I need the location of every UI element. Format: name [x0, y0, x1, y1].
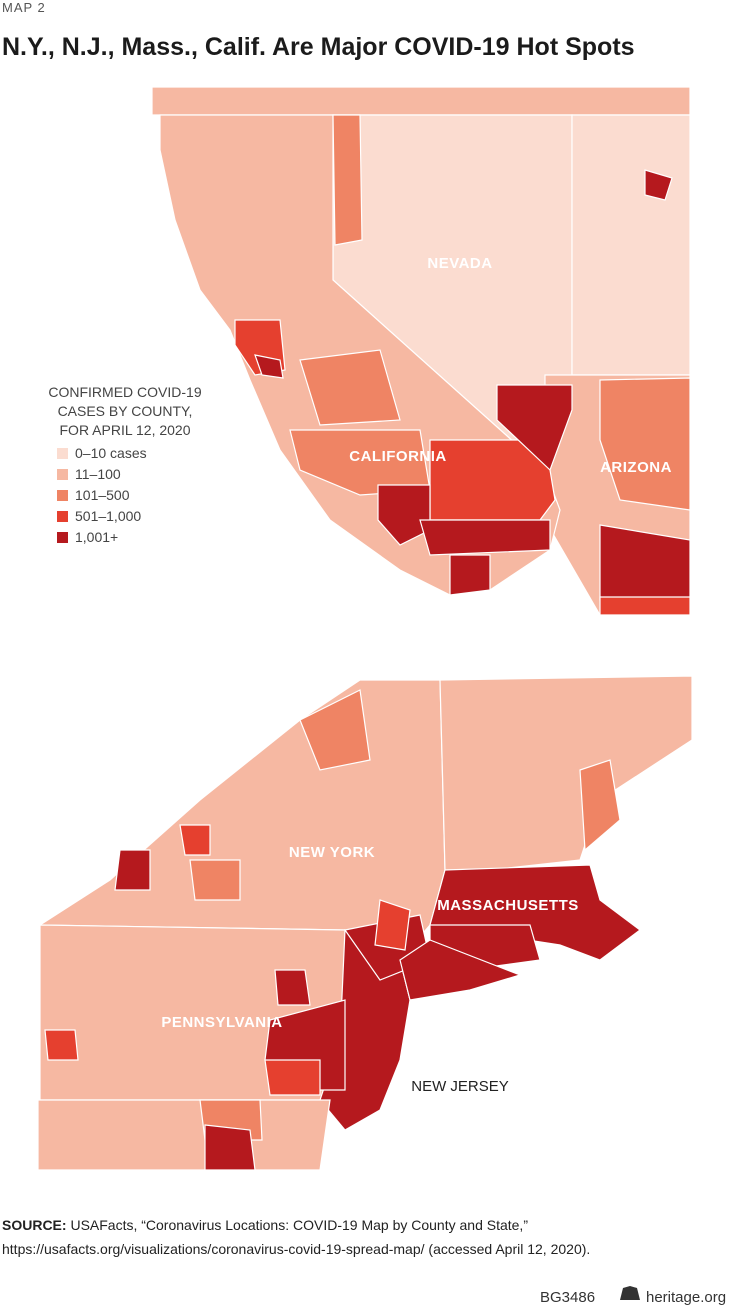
state-label: PENNSYLVANIA	[161, 1014, 282, 1031]
state-label: ARIZONA	[600, 459, 672, 476]
state-label: NEW YORK	[289, 844, 375, 861]
county-region	[274, 969, 311, 1006]
legend-label: 101–500	[75, 487, 130, 503]
county-region	[299, 349, 401, 426]
county-region	[599, 377, 691, 511]
county-region	[37, 1099, 331, 1171]
east-labels: NEW YORK MASSACHUSETTS PENNSYLVANIA NEW …	[161, 844, 578, 1095]
source-url: https://usafacts.org/visualizations/coro…	[2, 1241, 590, 1257]
legend: CONFIRMED COVID-19 CASES BY COUNTY, FOR AP…	[48, 384, 201, 545]
legend-label: 501–1,000	[75, 508, 141, 524]
footer-code: BG3486	[540, 1289, 595, 1306]
legend-swatch	[57, 448, 68, 459]
county-region	[496, 384, 573, 472]
county-region	[449, 554, 491, 596]
map	[37, 86, 693, 1171]
legend-title: FOR APRIL 12, 2020	[60, 422, 191, 438]
county-region	[332, 114, 363, 246]
county-region	[254, 354, 284, 379]
footer-site: heritage.org	[646, 1289, 726, 1306]
county-region	[644, 169, 673, 201]
state-label: NEVADA	[427, 255, 492, 272]
county-region	[189, 859, 241, 901]
legend-label: 11–100	[75, 466, 121, 482]
legend-swatch	[57, 490, 68, 501]
legend-label: 0–10 cases	[75, 445, 147, 461]
legend-swatch	[57, 511, 68, 522]
state-label: NEW JERSEY	[411, 1078, 509, 1095]
county-region	[151, 86, 691, 116]
county-region	[374, 899, 411, 951]
legend-label: 1,001+	[75, 529, 118, 545]
title: N.Y., N.J., Mass., Calif. Are Major COVI…	[2, 33, 635, 61]
county-region	[399, 939, 522, 1001]
county-region	[114, 849, 151, 891]
county-region	[419, 519, 551, 556]
county-region	[179, 824, 211, 856]
legend-title: CASES BY COUNTY,	[58, 403, 193, 419]
county-region	[571, 114, 691, 376]
county-region	[599, 596, 691, 616]
county-region	[299, 689, 371, 771]
county-region	[377, 484, 431, 546]
source-text: USAFacts, “Coronavirus Locations: COVID-…	[70, 1217, 528, 1233]
logo-icon	[620, 1286, 640, 1300]
state-label: MASSACHUSETTS	[437, 897, 579, 914]
county-region	[439, 675, 693, 871]
legend-title: CONFIRMED COVID-19	[48, 384, 201, 400]
legend-swatch	[57, 469, 68, 480]
legend-swatch	[57, 532, 68, 543]
county-region	[579, 759, 621, 852]
county-region	[264, 1059, 321, 1096]
source-label: SOURCE:	[2, 1217, 67, 1233]
west-labels: NEVADA CALIFORNIA ARIZONA	[349, 255, 672, 476]
kicker: MAP 2	[2, 0, 46, 15]
county-region	[204, 1124, 256, 1171]
county-region	[44, 1029, 79, 1061]
state-label: CALIFORNIA	[349, 448, 447, 465]
source: SOURCE: USAFacts, “Coronavirus Locations…	[2, 1217, 528, 1233]
